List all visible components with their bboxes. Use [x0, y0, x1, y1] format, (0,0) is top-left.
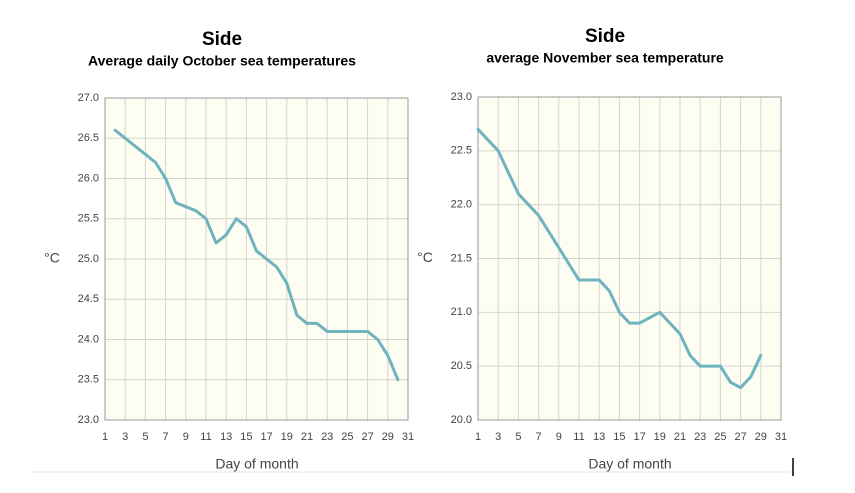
- x-tick-label: 23: [694, 431, 706, 443]
- x-axis-label: Day of month: [588, 456, 671, 472]
- x-tick-label: 11: [573, 431, 584, 443]
- y-tick-label: 26.5: [78, 132, 99, 144]
- y-tick-label: 27.0: [78, 92, 99, 104]
- data-line: [113, 128, 400, 382]
- x-tick-label: 7: [163, 431, 169, 443]
- x-tick-label: 7: [536, 431, 542, 443]
- x-tick-label: 27: [361, 431, 373, 443]
- x-tick-label: 19: [281, 431, 293, 443]
- x-tick-label: 25: [714, 431, 726, 443]
- y-tick-label: 21.5: [451, 252, 472, 264]
- x-tick-label: 17: [633, 431, 645, 443]
- x-tick-label: 21: [674, 431, 686, 443]
- y-tick-label: 22.0: [451, 199, 472, 211]
- x-tick-label: 25: [341, 431, 353, 443]
- chart-title: Side: [585, 26, 625, 47]
- y-tick-label: 22.5: [451, 145, 472, 157]
- y-tick-label: 23.5: [78, 374, 99, 386]
- x-tick-label: 15: [240, 431, 252, 443]
- data-line: [476, 127, 763, 390]
- y-tick-label: 23.0: [78, 414, 99, 426]
- y-tick-label: 25.5: [78, 213, 99, 225]
- x-tick-label: 1: [102, 431, 108, 443]
- y-axis-label: °C: [417, 249, 433, 265]
- y-tick-label: 20.0: [451, 414, 472, 426]
- y-tick-label: 20.5: [451, 360, 472, 372]
- x-tick-label: 9: [556, 431, 562, 443]
- x-tick-label: 23: [321, 431, 333, 443]
- x-tick-label: 5: [142, 431, 148, 443]
- x-tick-label: 29: [755, 431, 767, 443]
- x-tick-label: 27: [734, 431, 746, 443]
- y-tick-label: 21.0: [451, 306, 472, 318]
- y-tick-label: 25.0: [78, 253, 99, 265]
- plot-border: [477, 96, 782, 421]
- y-tick-label: 24.0: [78, 333, 99, 345]
- x-tick-label: 15: [613, 431, 625, 443]
- x-tick-label: 31: [402, 431, 414, 443]
- x-tick-label: 5: [515, 431, 521, 443]
- x-tick-label: 31: [775, 431, 787, 443]
- x-tick-label: 13: [220, 431, 232, 443]
- x-tick-label: 9: [183, 431, 189, 443]
- y-tick-label: 23.0: [451, 91, 472, 103]
- x-tick-label: 3: [495, 431, 501, 443]
- x-axis-label: Day of month: [215, 456, 298, 472]
- chart-title: Side: [202, 29, 242, 50]
- plot-border: [104, 97, 409, 421]
- x-tick-label: 21: [301, 431, 313, 443]
- x-tick-label: 19: [654, 431, 666, 443]
- x-tick-label: 17: [260, 431, 272, 443]
- x-tick-label: 3: [122, 431, 128, 443]
- y-axis-label: °C: [44, 250, 60, 266]
- y-tick-label: 24.5: [78, 293, 99, 305]
- x-tick-label: 13: [593, 431, 605, 443]
- x-tick-label: 29: [382, 431, 394, 443]
- y-tick-label: 26.0: [78, 172, 99, 184]
- chart-subtitle: Average daily October sea temperatures: [88, 53, 356, 69]
- chart-subtitle: average November sea temperature: [486, 50, 724, 66]
- x-tick-label: 1: [475, 431, 481, 443]
- x-tick-label: 11: [200, 431, 211, 443]
